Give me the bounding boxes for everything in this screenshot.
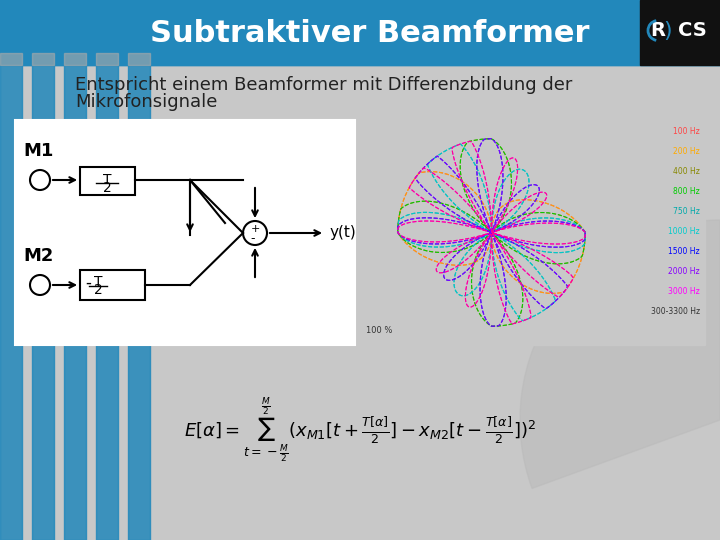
- Bar: [64, 0, 86, 65]
- Bar: [0, 0, 720, 65]
- Bar: [96, 53, 118, 65]
- Bar: [32, 53, 54, 65]
- Text: 100 Hz: 100 Hz: [673, 127, 700, 137]
- Wedge shape: [520, 220, 720, 488]
- Circle shape: [243, 221, 267, 245]
- Text: M2: M2: [23, 247, 53, 265]
- Bar: [0, 53, 22, 65]
- Text: ): ): [664, 21, 672, 40]
- Bar: [96, 0, 118, 540]
- Text: 3000 Hz: 3000 Hz: [668, 287, 700, 296]
- Text: R: R: [650, 21, 665, 40]
- Text: Entspricht einem Beamformer mit Differenzbildung der: Entspricht einem Beamformer mit Differen…: [75, 76, 572, 94]
- Text: Subtraktiver Beamformer: Subtraktiver Beamformer: [150, 18, 590, 48]
- Text: $E[\alpha]=\sum_{t=-\frac{M}{2}}^{\frac{M}{2}}(x_{M1}[t+\frac{T[\alpha]}{2}]-x_{: $E[\alpha]=\sum_{t=-\frac{M}{2}}^{\frac{…: [184, 395, 536, 465]
- Text: -: -: [251, 233, 256, 246]
- Bar: [358, 120, 705, 345]
- Text: 200 Hz: 200 Hz: [673, 147, 700, 157]
- FancyBboxPatch shape: [80, 167, 135, 195]
- Text: CS: CS: [678, 21, 706, 40]
- Bar: [128, 53, 150, 65]
- Text: Mikrofonsignale: Mikrofonsignale: [75, 93, 217, 111]
- Bar: [32, 0, 54, 65]
- Circle shape: [30, 275, 50, 295]
- Text: M1: M1: [23, 142, 53, 160]
- Bar: [96, 0, 118, 65]
- Text: y(t): y(t): [330, 226, 356, 240]
- Bar: [64, 0, 86, 540]
- Text: 2000 Hz: 2000 Hz: [668, 267, 700, 276]
- Bar: [80, 270, 145, 300]
- Text: T: T: [103, 173, 112, 187]
- Text: 1500 Hz: 1500 Hz: [668, 247, 700, 256]
- Bar: [32, 0, 54, 540]
- Bar: [0, 0, 720, 65]
- Bar: [15, 120, 355, 345]
- Text: -: -: [85, 274, 91, 292]
- Text: 750 Hz: 750 Hz: [673, 207, 700, 217]
- Bar: [128, 0, 150, 65]
- Bar: [0, 0, 22, 65]
- Bar: [128, 0, 150, 540]
- Text: 800 Hz: 800 Hz: [673, 187, 700, 197]
- Text: 100 %: 100 %: [366, 326, 392, 335]
- Text: 2: 2: [94, 283, 102, 297]
- Bar: [640, 0, 720, 65]
- Circle shape: [30, 170, 50, 190]
- Text: 2: 2: [103, 181, 112, 195]
- Text: +: +: [251, 224, 260, 234]
- Text: 1000 Hz: 1000 Hz: [668, 227, 700, 237]
- Text: 300-3300 Hz: 300-3300 Hz: [651, 307, 700, 316]
- Text: T: T: [94, 275, 102, 289]
- Bar: [0, 0, 22, 540]
- Bar: [64, 53, 86, 65]
- Text: 400 Hz: 400 Hz: [673, 167, 700, 177]
